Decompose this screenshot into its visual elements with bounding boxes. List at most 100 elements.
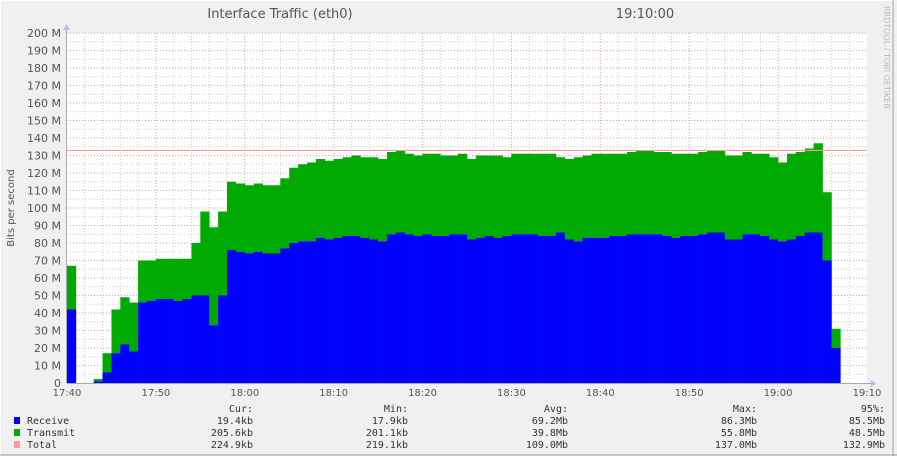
transmit-bar: [680, 153, 690, 236]
legend-value: 17.9kb: [372, 416, 408, 427]
transmit-bar: [147, 260, 157, 301]
receive-bar: [609, 236, 619, 383]
receive-bar: [369, 239, 379, 383]
legend-value: 48.5Mb: [849, 428, 885, 439]
y-axis-label: Bits per second: [6, 169, 17, 246]
transmit-bar: [715, 150, 726, 233]
receive-bar: [547, 236, 557, 383]
receive-bar: [315, 237, 326, 383]
series-areas: [67, 143, 867, 383]
transmit-bar: [760, 153, 770, 236]
receive-bar: [484, 236, 494, 383]
transmit-bar: [360, 157, 370, 238]
transmit-bar: [67, 265, 77, 310]
transmit-bar: [778, 162, 788, 242]
transmit-bar: [555, 157, 566, 233]
legend-value: 86.3Mb: [721, 416, 757, 427]
legend-swatch-transmit: [14, 429, 20, 436]
transmit-bar: [609, 153, 619, 236]
receive-bar: [627, 234, 637, 383]
receive-bar: [742, 234, 752, 383]
transmit-bar: [315, 159, 326, 238]
transmit-bar: [244, 185, 254, 254]
transmit-bar: [644, 150, 654, 235]
transmit-bar: [333, 159, 343, 238]
receive-bar: [733, 239, 743, 383]
receive-bar: [475, 237, 486, 383]
x-tick-label: 18:30: [497, 388, 526, 399]
y-tick-label: 60 M: [34, 272, 61, 285]
transmit-bar: [271, 185, 281, 254]
receive-bar: [378, 241, 388, 383]
receive-bar: [360, 237, 370, 383]
y-tick-label: 120 M: [27, 167, 61, 180]
receive-bar: [182, 299, 192, 383]
transmit-bar: [404, 153, 414, 235]
receive-bar: [564, 239, 574, 383]
x-tick-label: 18:50: [675, 388, 704, 399]
receive-bar: [751, 234, 761, 383]
transmit-bar: [804, 148, 814, 233]
transmit-bar: [564, 159, 574, 240]
transmit-bar: [822, 192, 832, 261]
transmit-bar: [395, 150, 406, 233]
y-tick-label: 170 M: [27, 80, 61, 93]
receive-bar: [431, 236, 441, 383]
x-tick-label: 18:20: [408, 388, 437, 399]
transmit-bar: [493, 155, 503, 238]
y-tick-label: 130 M: [27, 150, 61, 163]
receive-bar: [502, 236, 512, 383]
y-tick-label: 160 M: [27, 97, 61, 110]
receive-bar: [680, 236, 690, 383]
transmit-bar: [662, 152, 672, 236]
receive-bar: [271, 253, 281, 383]
transmit-bar: [298, 164, 308, 242]
y-tick-label: 40 M: [34, 307, 61, 320]
y-tick-label: 200 M: [27, 27, 61, 40]
y-tick-label: 0: [54, 377, 61, 390]
transmit-bar: [742, 152, 752, 235]
transmit-bar: [475, 155, 486, 238]
x-tick-label: 18:00: [230, 388, 259, 399]
legend-header: Max:: [733, 404, 757, 415]
receive-bar: [707, 232, 717, 383]
transmit-bar: [813, 143, 823, 233]
transmit-bar: [635, 150, 646, 235]
x-tick-label: 17:50: [141, 388, 170, 399]
y-tick-label: 140 M: [27, 132, 61, 145]
transmit-bar: [111, 309, 121, 354]
legend-value: 137.0Mb: [715, 440, 757, 451]
legend-value: 55.8Mb: [721, 428, 757, 439]
receive-bar: [724, 239, 734, 383]
receive-bar: [671, 237, 681, 383]
receive-bar: [662, 236, 672, 383]
transmit-bar: [511, 153, 521, 235]
transmit-bar: [600, 153, 610, 238]
receive-bar: [787, 239, 797, 383]
transmit-bar: [129, 302, 139, 352]
transmit-bar: [573, 157, 583, 242]
transmit-bar: [547, 153, 557, 236]
transmit-bar: [235, 183, 246, 252]
legend-value: 132.9Mb: [843, 440, 885, 451]
receive-bar: [307, 241, 317, 383]
receive-bar: [555, 232, 566, 383]
transmit-bar: [191, 243, 201, 296]
legend-value: 205.6kb: [211, 428, 253, 439]
receive-bar: [778, 241, 788, 383]
transmit-bar: [671, 153, 681, 238]
transmit-bar: [787, 153, 797, 240]
receive-bar: [582, 237, 592, 383]
y-tick-label: 80 M: [34, 237, 61, 250]
watermark: RRDTOOL / TOBI OETIKER: [882, 6, 891, 109]
y-tick-label: 110 M: [27, 185, 61, 198]
transmit-bar: [227, 181, 237, 250]
transmit-bar: [689, 153, 699, 236]
receive-bar: [138, 302, 148, 383]
transmit-bar: [529, 153, 539, 235]
transmit-bar: [155, 258, 166, 299]
transmit-bar: [698, 152, 708, 235]
transmit-bar: [324, 160, 334, 240]
